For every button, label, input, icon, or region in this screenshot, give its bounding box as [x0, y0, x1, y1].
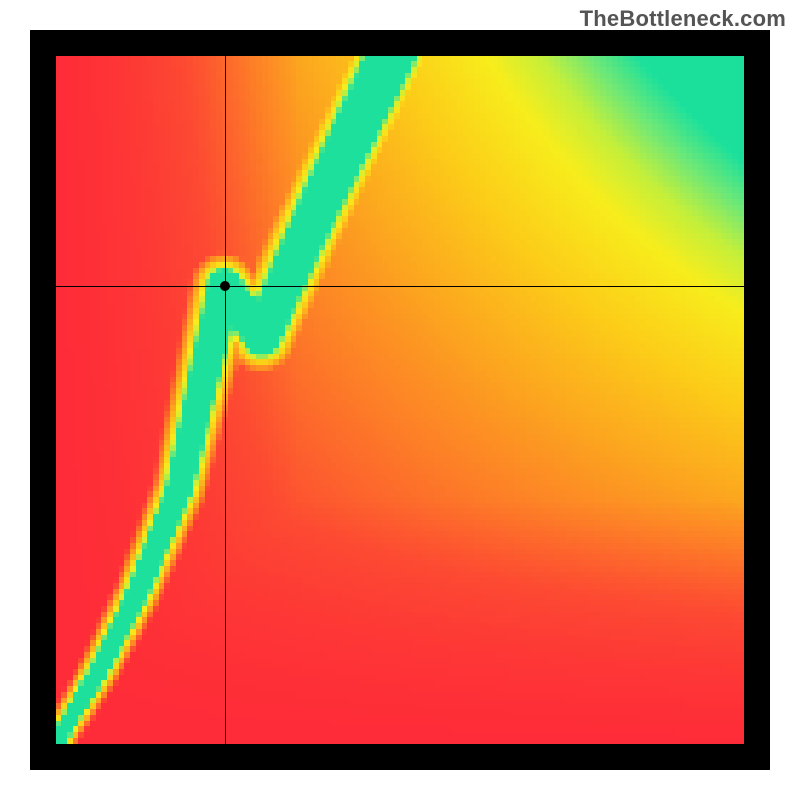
crosshair-horizontal — [56, 286, 744, 287]
canvas-root: TheBottleneck.com — [0, 0, 800, 800]
watermark-text: TheBottleneck.com — [580, 6, 786, 32]
chart-frame — [30, 30, 770, 770]
crosshair-vertical — [225, 56, 226, 744]
heatmap-canvas — [56, 56, 744, 744]
heatmap-plot — [56, 56, 744, 744]
